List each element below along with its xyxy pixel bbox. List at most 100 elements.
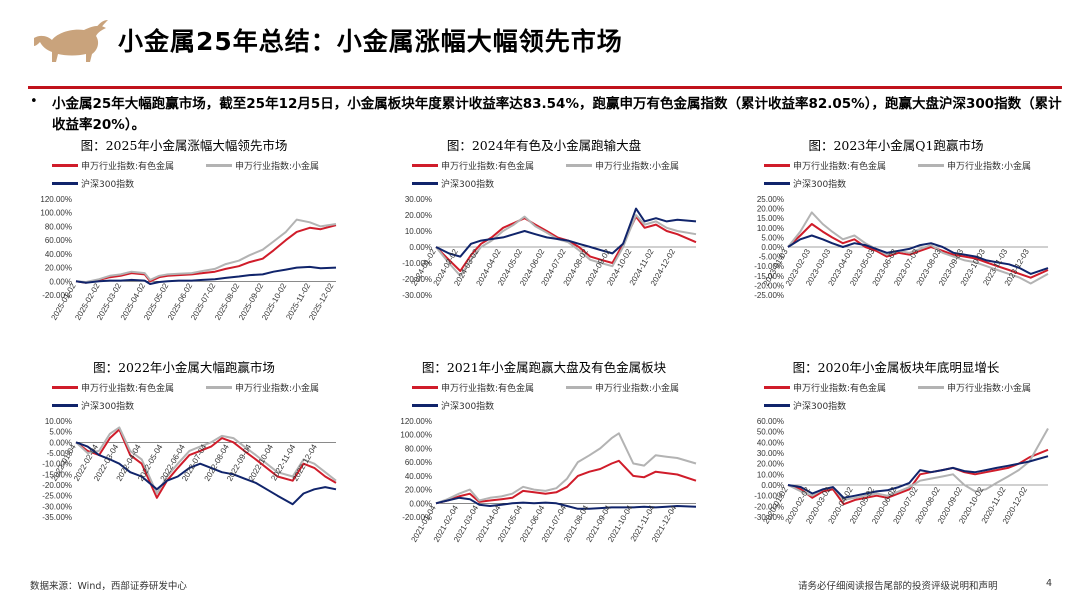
series-line: [435, 207, 697, 258]
legend-item: 沪深300指数: [412, 177, 494, 190]
legend-label: 申万行业指数:有色金属: [793, 384, 887, 394]
y-tick-label: -20.00%: [402, 275, 432, 284]
legend-swatch: [566, 164, 592, 167]
series-line: [75, 428, 337, 499]
y-tick-label: 40.00%: [405, 472, 432, 481]
y-tick-label: 80.00%: [405, 444, 432, 453]
legend-label: 申万行业指数:有色金属: [441, 162, 535, 172]
chart-legend: 申万行业指数:有色金属 申万行业指数:小金属沪深300指数: [726, 377, 1066, 417]
legend-item: 申万行业指数:小金属: [566, 381, 679, 394]
chart-plot: -25.00%-20.00%-15.00%-10.00%-5.00%0.00%5…: [754, 195, 1049, 300]
y-tick-label: 10.00%: [45, 417, 72, 426]
legend-label: 沪深300指数: [793, 402, 847, 412]
y-tick-label: 20.00%: [405, 211, 432, 220]
legend-item: 申万行业指数:小金属: [918, 159, 1031, 172]
chart-title: 图：2023年小金属Q1跑赢市场: [808, 138, 984, 153]
legend-item: 申万行业指数:有色金属: [764, 381, 886, 394]
y-tick-label: 15.00%: [757, 214, 784, 223]
y-tick-label: -25.00%: [42, 492, 72, 501]
y-tick-label: -20.00%: [402, 513, 432, 522]
y-tick-label: -15.00%: [42, 470, 72, 479]
chart-legend: 申万行业指数:有色金属 申万行业指数:小金属沪深300指数: [14, 377, 354, 417]
y-tick-label: 80.00%: [45, 222, 72, 231]
y-tick-label: 0.00%: [409, 243, 432, 252]
bull-logo-icon: [34, 20, 108, 62]
series-line: [75, 218, 337, 283]
legend-label: 沪深300指数: [793, 180, 847, 190]
legend-item: 申万行业指数:有色金属: [412, 159, 534, 172]
series-line: [787, 234, 1049, 275]
y-tick-label: 20.00%: [757, 205, 784, 214]
y-tick-label: -20.00%: [754, 502, 784, 511]
y-tick-label: 40.00%: [45, 250, 72, 259]
chart-panel: 图：2021年小金属跑赢大盘及有色金属板块 申万行业指数:有色金属 申万行业指数:小…: [374, 357, 714, 579]
chart-plot: -30.00%-20.00%-10.00%0.00%10.00%20.00%30…: [402, 195, 697, 300]
y-tick-label: -10.00%: [754, 262, 784, 271]
legend-item: 申万行业指数:有色金属: [52, 381, 174, 394]
footer-source: 数据来源：Wind，西部证券研发中心: [30, 581, 187, 592]
y-tick-label: -15.00%: [754, 272, 784, 281]
y-tick-label: 20.00%: [405, 486, 432, 495]
chart-plot: -35.00% -30.00%-25.00% -20.00% -15.00%-10.0…: [42, 417, 337, 522]
legend-item: 沪深300指数: [52, 177, 134, 190]
y-tick-label: 50.00%: [757, 428, 784, 437]
legend-label: 申万行业指数:有色金属: [81, 162, 175, 172]
legend-item: 沪深300指数: [764, 399, 846, 412]
y-tick-label: -20.00%: [42, 481, 72, 490]
legend-item: 申万行业指数:小金属: [918, 381, 1031, 394]
series-line: [787, 211, 1049, 285]
legend-item: 申万行业指数:有色金属: [412, 381, 534, 394]
y-tick-label: -5.00%: [47, 449, 72, 458]
chart-plot: -30.00%-20.00%-10.00%0.00%10.00%20.00%30…: [754, 417, 1049, 525]
chart-title: 图：2024年有色及小金属跑输大盘: [446, 138, 642, 153]
legend-swatch: [52, 404, 78, 407]
chart-panel: 图：2023年小金属Q1跑赢市场申万行业指数:有色金属 申万行业指数:小金属沪深3…: [726, 135, 1066, 357]
y-tick-label: -25.00%: [754, 291, 784, 300]
legend-label: 申万行业指数:小金属: [235, 162, 320, 172]
legend-item: 申万行业指数:小金属: [206, 381, 319, 394]
legend-label: 申万行业指数:有色金属: [81, 384, 175, 394]
legend-swatch: [764, 386, 790, 389]
legend-item: 申万行业指数:有色金属: [764, 159, 886, 172]
y-tick-label: 40.00%: [757, 438, 784, 447]
chart-plot: -20.00% 0.00% 20.00% 40.00% 60.00% 80.00% 100.…: [40, 195, 337, 322]
series-line: [435, 215, 697, 272]
chart-legend: 申万行业指数:有色金属 申万行业指数:小金属沪深300指数: [14, 155, 354, 195]
series-line: [75, 441, 337, 506]
y-tick-label: 10.00%: [405, 227, 432, 236]
y-tick-label: -10.00%: [402, 259, 432, 268]
page-number: 4: [1046, 578, 1053, 589]
legend-item: 沪深300指数: [764, 177, 846, 190]
y-tick-label: -30.00%: [754, 513, 784, 522]
legend-label: 沪深300指数: [441, 402, 495, 412]
y-tick-label: 5.00%: [49, 428, 72, 437]
y-tick-label: 100.00%: [40, 209, 72, 218]
legend-item: 申万行业指数:小金属: [566, 159, 679, 172]
footer-disclaimer: 请务必仔细阅读报告尾部的投资评级说明和声明: [798, 581, 998, 592]
chart-panel: 图：2024年有色及小金属跑输大盘申万行业指数:有色金属 申万行业指数:小金属沪深…: [374, 135, 714, 357]
legend-swatch: [412, 386, 438, 389]
y-tick-label: 0.00%: [761, 243, 784, 252]
legend-label: 申万行业指数:有色金属: [793, 162, 887, 172]
series-line: [435, 432, 697, 505]
chart-panel: 图：2022年小金属大幅跑赢市场 申万行业指数:有色金属 申万行业指数:小金属 沪深3…: [14, 357, 354, 579]
legend-item: 沪深300指数: [52, 399, 134, 412]
series-line: [435, 496, 697, 510]
page-title: 小金属25年总结：小金属涨幅大幅领先市场: [118, 27, 623, 56]
legend-swatch: [764, 164, 790, 167]
chart-plot: -20.00% 0.00% 20.00% 40.00% 60.00% 80.00% 100.…: [400, 417, 697, 544]
y-tick-label: -30.00%: [402, 291, 432, 300]
legend-swatch: [764, 404, 790, 407]
chart-title: 图：2025年小金属涨幅大幅领先市场: [80, 138, 288, 153]
chart-panel: 图：2020年小金属板块年底明显增长 申万行业指数:有色金属 申万行业指数:小金属沪…: [726, 357, 1066, 579]
y-tick-label: 5.00%: [761, 233, 784, 242]
legend-item: 沪深300指数: [412, 399, 494, 412]
y-tick-label: -10.00%: [754, 492, 784, 501]
y-tick-label: 60.00%: [405, 458, 432, 467]
legend-item: 申万行业指数:有色金属: [52, 159, 174, 172]
header-divider: [28, 86, 1062, 89]
y-tick-label: -30.00%: [42, 502, 72, 511]
y-tick-label: -20.00%: [754, 281, 784, 290]
legend-swatch: [412, 404, 438, 407]
y-tick-label: 60.00%: [757, 417, 784, 426]
